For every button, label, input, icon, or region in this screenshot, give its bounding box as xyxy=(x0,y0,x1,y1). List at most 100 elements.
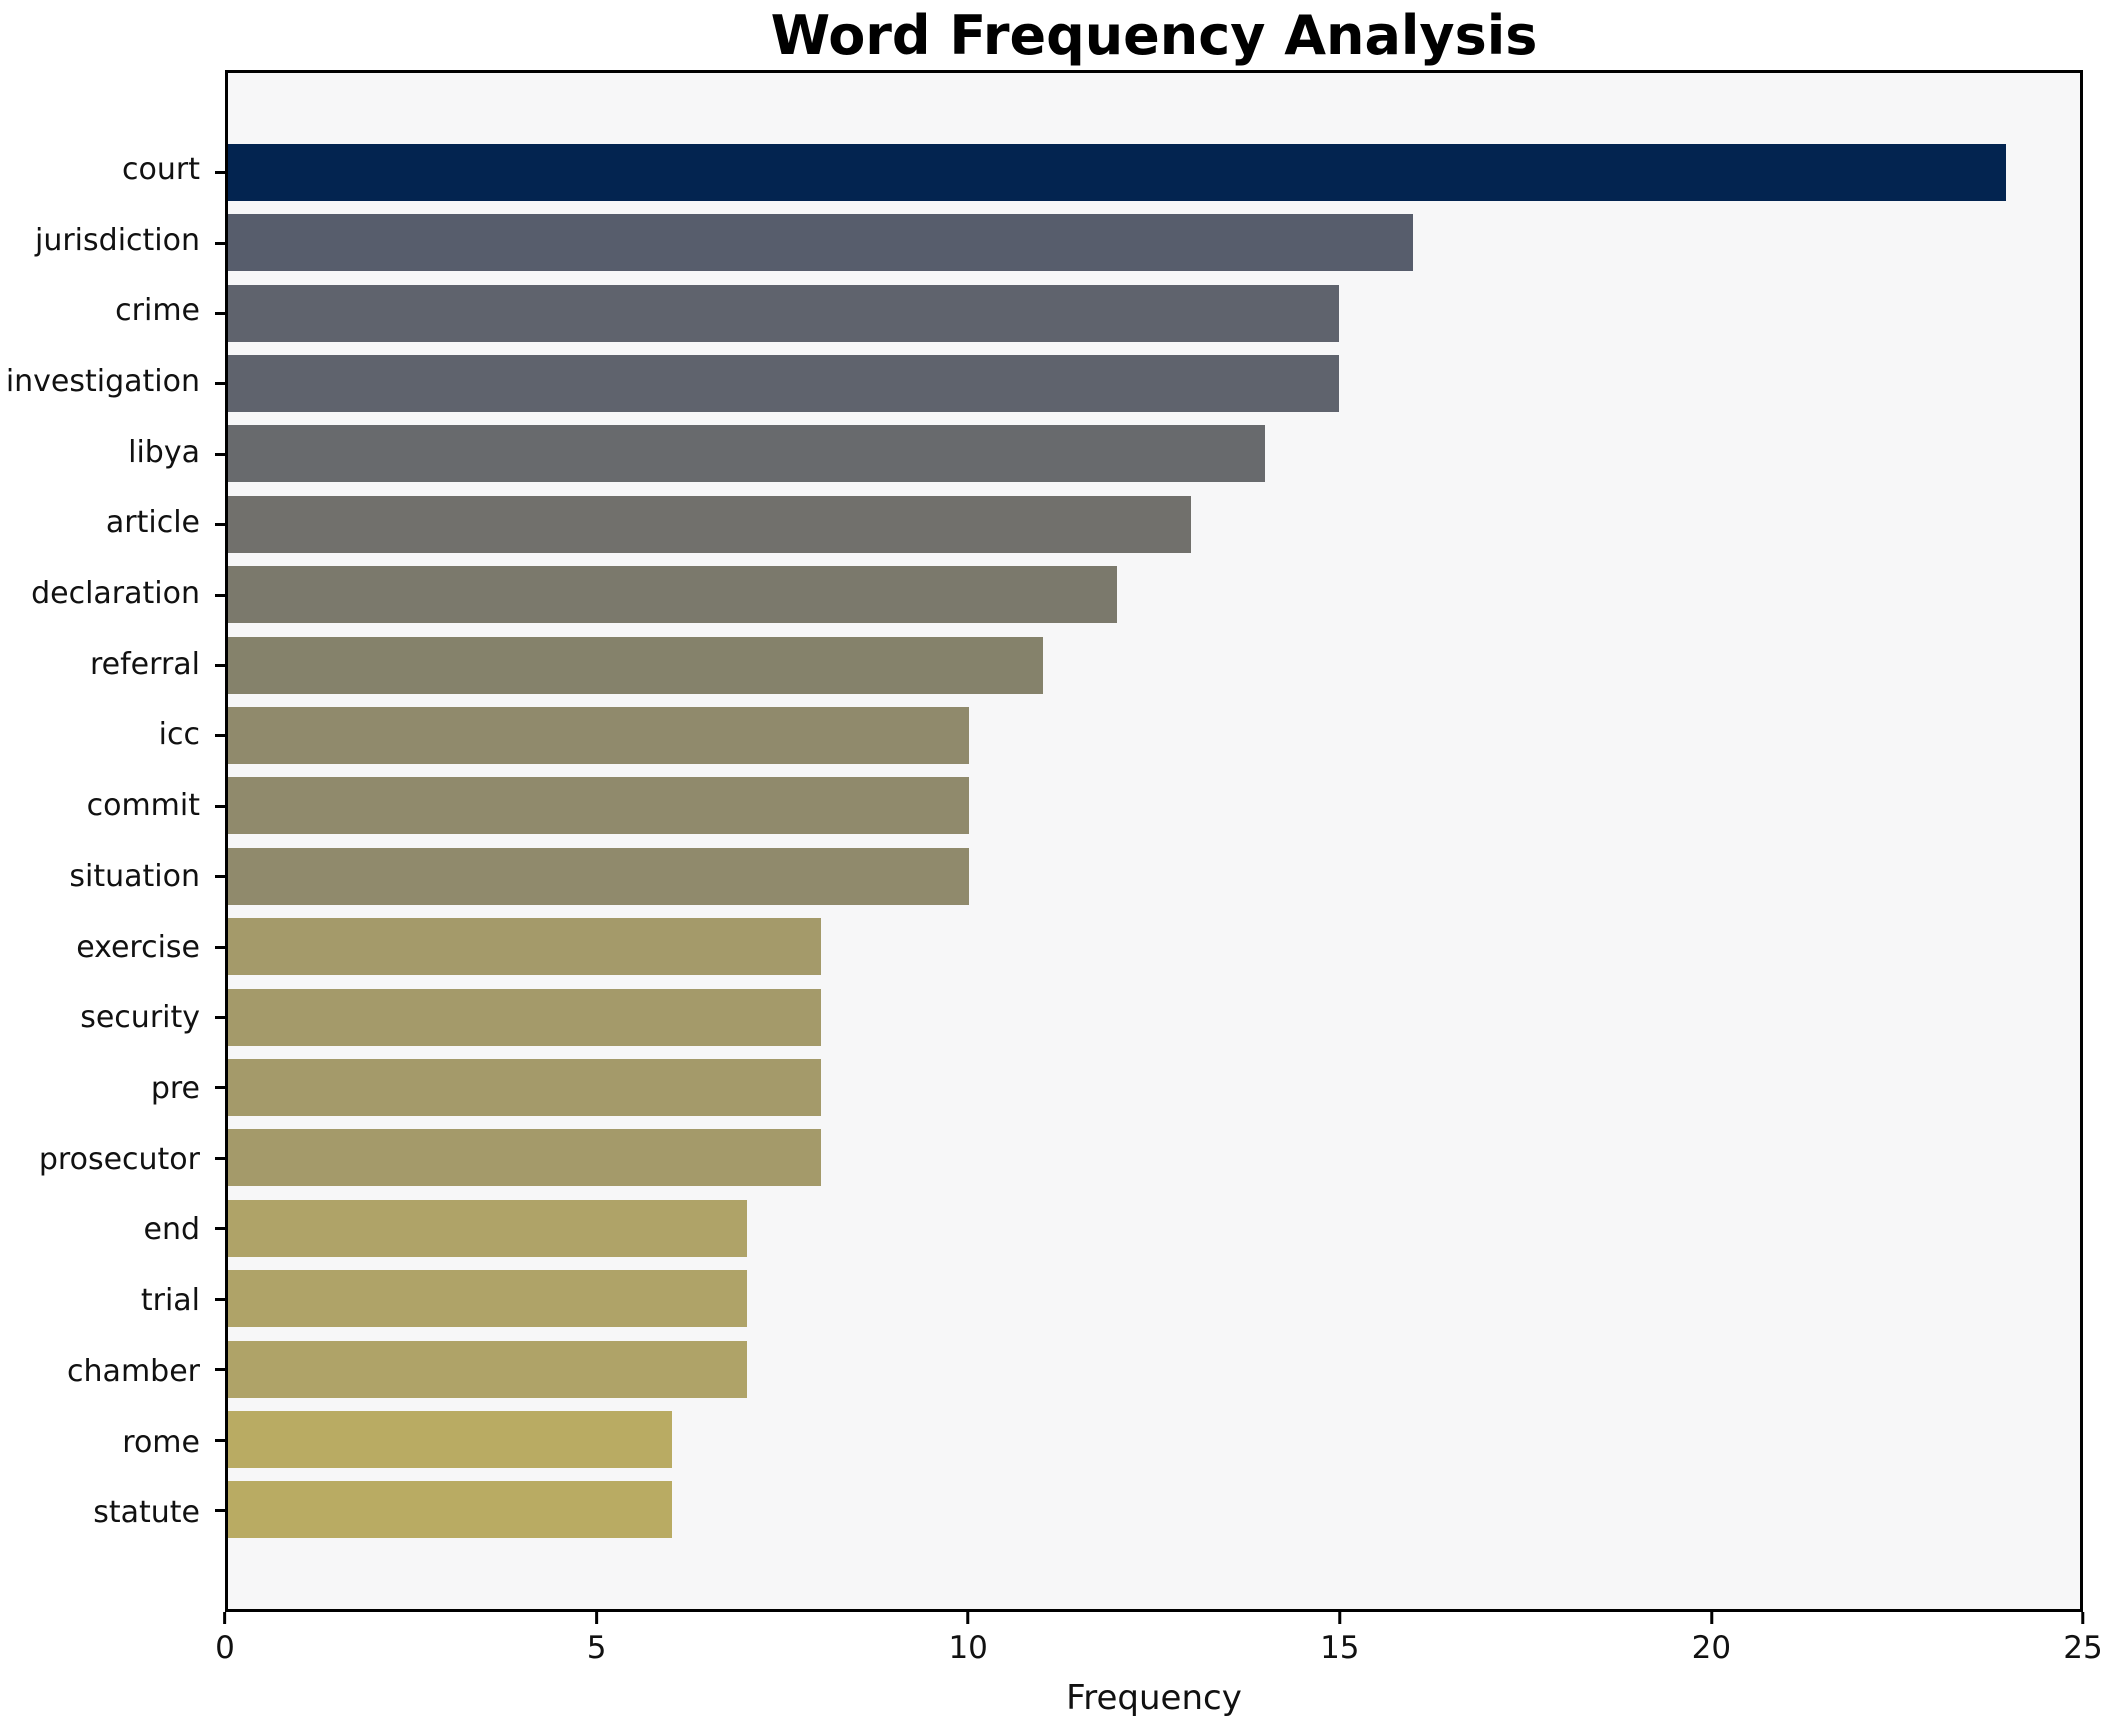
y-axis-label-situation: situation xyxy=(69,858,200,894)
bar-rome xyxy=(228,1411,673,1469)
y-axis-label-pre: pre xyxy=(150,1070,200,1106)
bar-row xyxy=(215,982,2080,1052)
y-axis-label-investigation: investigation xyxy=(5,363,200,399)
y-axis-label-jurisdiction: jurisdiction xyxy=(35,222,200,258)
y-axis-label-declaration: declaration xyxy=(31,576,200,612)
bar-row xyxy=(215,1193,2080,1263)
x-axis-label: Frequency xyxy=(1066,1678,1242,1718)
x-tick-label: 25 xyxy=(2063,1630,2103,1666)
x-tick-20: 20 xyxy=(1692,1612,1731,1666)
y-tick-mark xyxy=(215,945,225,949)
bar-row xyxy=(215,419,2080,489)
y-tick-mark xyxy=(215,452,225,456)
bar-row xyxy=(215,489,2080,559)
bar-trial xyxy=(228,1270,747,1328)
plot-area xyxy=(215,70,2083,1612)
y-axis-label-libya: libya xyxy=(128,434,200,470)
x-tick-label: 10 xyxy=(948,1630,988,1666)
x-tick-mark xyxy=(223,1612,227,1624)
y-tick-mark xyxy=(215,171,225,175)
y-axis-labels: court jurisdiction crime investigation libya… xyxy=(0,134,200,1548)
bar-row xyxy=(215,1404,2080,1474)
y-axis-label-prosecutor: prosecutor xyxy=(38,1141,200,1177)
bar-row xyxy=(215,1052,2080,1122)
bar-row xyxy=(215,1123,2080,1193)
x-tick-label: 15 xyxy=(1320,1630,1360,1666)
y-axis-label-commit: commit xyxy=(86,788,200,824)
bar-row xyxy=(215,278,2080,348)
bar-security xyxy=(228,988,821,1046)
bar-row xyxy=(215,841,2080,911)
y-axis-label-security: security xyxy=(80,1000,200,1036)
y-tick-mark xyxy=(215,875,225,879)
bar-row xyxy=(215,559,2080,629)
bar-row xyxy=(215,911,2080,981)
y-axis-label-crime: crime xyxy=(115,293,200,329)
bar-investigation xyxy=(228,354,1340,412)
y-tick-mark xyxy=(215,241,225,245)
bar-statute xyxy=(228,1481,673,1539)
bar-prosecutor xyxy=(228,1129,821,1187)
bars xyxy=(215,137,2080,1545)
bar-article xyxy=(228,495,1192,553)
x-axis: 0 5 10 15 20 25 xyxy=(215,1612,2103,1722)
bar-crime xyxy=(228,284,1340,342)
bar-referral xyxy=(228,636,1043,694)
x-tick-15: 15 xyxy=(1320,1612,1360,1666)
y-axis-label-statute: statute xyxy=(93,1495,200,1531)
bar-row xyxy=(215,137,2080,207)
bar-row xyxy=(215,630,2080,700)
bar-row xyxy=(215,1475,2080,1545)
y-axis-label-icc: icc xyxy=(158,717,200,753)
bar-row xyxy=(215,348,2080,418)
x-tick-mark xyxy=(595,1612,599,1624)
y-tick-mark xyxy=(215,312,225,316)
bar-jurisdiction xyxy=(228,214,1414,272)
y-tick-mark xyxy=(215,593,225,597)
y-tick-mark xyxy=(215,523,225,527)
y-tick-mark xyxy=(215,1508,225,1512)
y-tick-mark xyxy=(215,1368,225,1372)
bar-pre xyxy=(228,1058,821,1116)
x-tick-mark xyxy=(1709,1612,1713,1624)
bar-row xyxy=(215,1334,2080,1404)
y-axis-label-end: end xyxy=(143,1212,200,1248)
bar-declaration xyxy=(228,566,1117,624)
bar-row xyxy=(215,700,2080,770)
bar-commit xyxy=(228,777,969,835)
y-tick-mark xyxy=(215,1156,225,1160)
y-axis-label-exercise: exercise xyxy=(76,929,200,965)
x-tick-mark xyxy=(2081,1612,2085,1624)
chart-title: Word Frequency Analysis xyxy=(770,4,1538,67)
bar-chamber xyxy=(228,1340,747,1398)
y-axis-label-referral: referral xyxy=(89,646,200,682)
y-tick-mark xyxy=(215,1016,225,1020)
y-axis-label-rome: rome xyxy=(122,1424,200,1460)
y-tick-mark xyxy=(215,1227,225,1231)
x-tick-5: 5 xyxy=(587,1612,606,1666)
bar-row xyxy=(215,207,2080,277)
x-tick-25: 25 xyxy=(2063,1612,2103,1666)
y-tick-mark xyxy=(215,734,225,738)
bar-court xyxy=(228,143,2006,201)
y-tick-mark xyxy=(215,382,225,386)
y-tick-mark xyxy=(215,1086,225,1090)
bar-icc xyxy=(228,706,969,764)
x-tick-label: 0 xyxy=(215,1630,235,1666)
bar-exercise xyxy=(228,918,821,976)
y-tick-mark xyxy=(215,664,225,668)
x-tick-0: 0 xyxy=(215,1612,235,1666)
bar-row xyxy=(215,771,2080,841)
y-axis-label-chamber: chamber xyxy=(67,1353,200,1389)
x-tick-mark xyxy=(966,1612,970,1624)
y-tick-mark xyxy=(215,1297,225,1301)
y-axis-label-trial: trial xyxy=(140,1283,200,1319)
bar-libya xyxy=(228,425,1266,483)
y-axis-label-article: article xyxy=(105,505,200,541)
bar-end xyxy=(228,1199,747,1257)
bar-situation xyxy=(228,847,969,905)
x-tick-10: 10 xyxy=(948,1612,988,1666)
x-tick-mark xyxy=(1338,1612,1342,1624)
y-axis-label-court: court xyxy=(122,151,200,187)
